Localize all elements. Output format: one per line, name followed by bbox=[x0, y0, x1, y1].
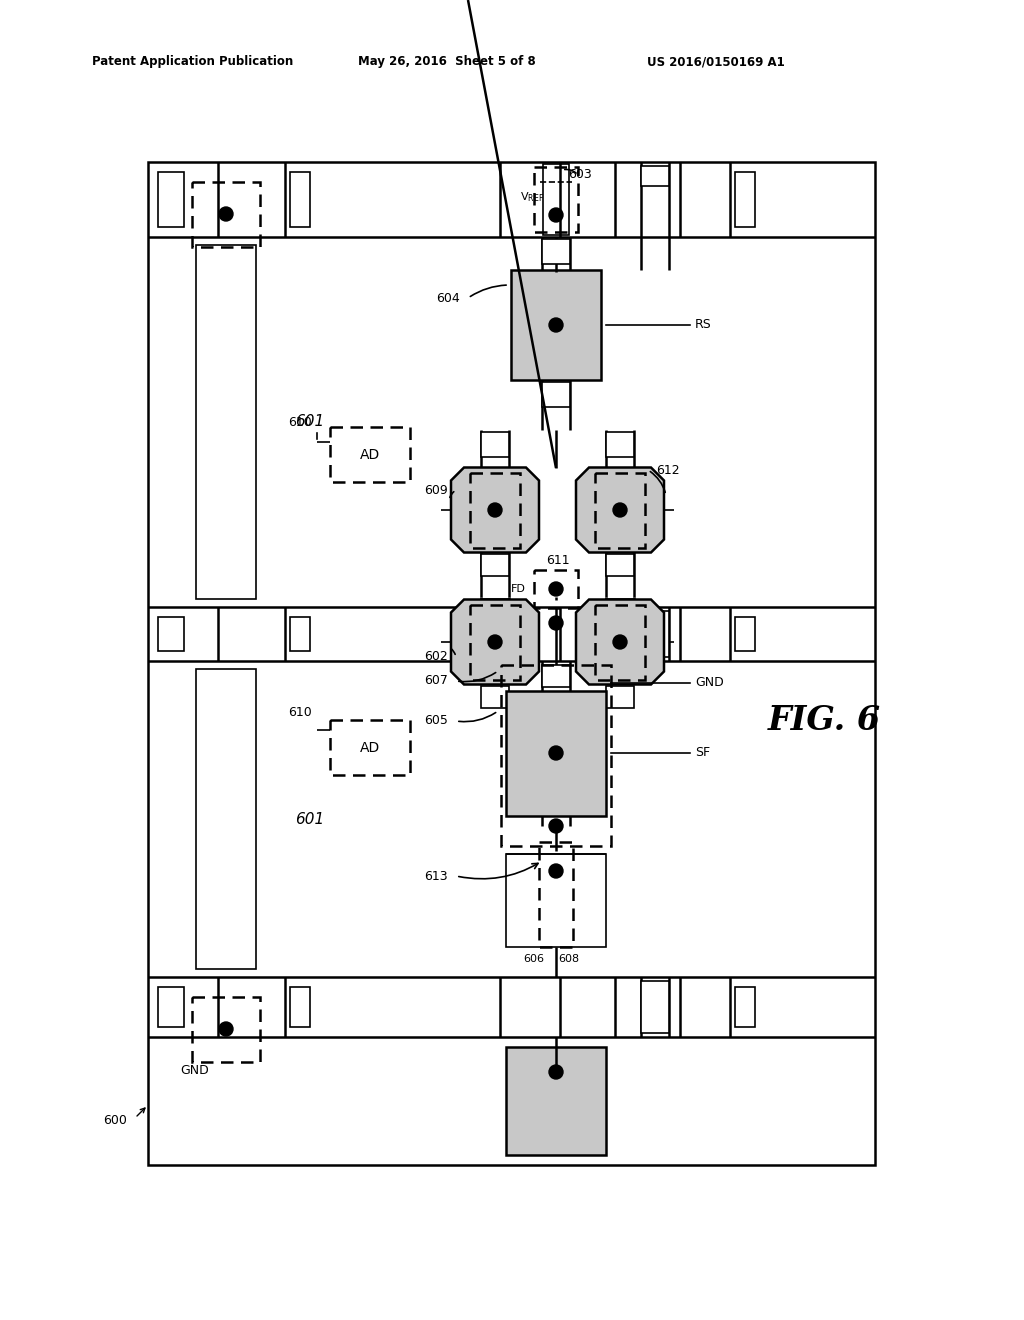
Text: 608: 608 bbox=[558, 954, 580, 964]
Bar bbox=[290, 987, 310, 1027]
Bar bbox=[196, 669, 256, 969]
Bar bbox=[641, 981, 669, 1034]
Bar bbox=[534, 168, 578, 232]
Bar bbox=[606, 599, 634, 620]
Bar bbox=[606, 554, 634, 576]
Bar bbox=[534, 570, 578, 609]
Text: AD: AD bbox=[359, 741, 380, 755]
Bar bbox=[606, 432, 634, 457]
Text: FD: FD bbox=[511, 583, 526, 594]
Text: 602: 602 bbox=[424, 651, 449, 664]
Text: $\mathregular{V_{REF}}$: $\mathregular{V_{REF}}$ bbox=[520, 190, 544, 203]
Bar bbox=[735, 616, 755, 651]
Text: 606: 606 bbox=[523, 954, 544, 964]
Bar bbox=[735, 172, 755, 227]
Circle shape bbox=[219, 1022, 233, 1036]
Text: 605: 605 bbox=[424, 714, 449, 727]
Circle shape bbox=[549, 209, 563, 222]
Bar bbox=[542, 665, 570, 686]
Circle shape bbox=[549, 746, 563, 760]
Bar bbox=[606, 686, 634, 708]
Bar bbox=[539, 842, 573, 946]
Text: 607: 607 bbox=[424, 675, 449, 688]
Text: 601: 601 bbox=[295, 414, 325, 429]
Circle shape bbox=[549, 582, 563, 597]
Text: May 26, 2016  Sheet 5 of 8: May 26, 2016 Sheet 5 of 8 bbox=[358, 55, 536, 69]
Bar bbox=[330, 426, 410, 482]
Text: GND: GND bbox=[695, 676, 724, 689]
Bar bbox=[193, 182, 260, 247]
Text: GND: GND bbox=[180, 1064, 209, 1077]
Text: AD: AD bbox=[359, 447, 380, 462]
Text: 600: 600 bbox=[103, 1114, 127, 1126]
Bar bbox=[735, 987, 755, 1027]
Bar bbox=[543, 164, 569, 235]
Text: 609: 609 bbox=[424, 483, 449, 496]
Polygon shape bbox=[451, 467, 539, 553]
Bar bbox=[470, 473, 520, 548]
Bar bbox=[595, 605, 645, 680]
Circle shape bbox=[549, 818, 563, 833]
Bar bbox=[158, 987, 184, 1027]
Circle shape bbox=[219, 207, 233, 220]
Text: 613: 613 bbox=[424, 870, 449, 883]
Polygon shape bbox=[575, 467, 664, 553]
Text: RS: RS bbox=[695, 318, 712, 331]
Bar bbox=[470, 605, 520, 680]
Text: 610: 610 bbox=[288, 705, 312, 718]
Bar bbox=[542, 239, 570, 264]
Bar bbox=[506, 690, 606, 816]
Bar bbox=[542, 381, 570, 407]
Bar bbox=[501, 665, 611, 846]
Circle shape bbox=[488, 503, 502, 517]
Circle shape bbox=[549, 865, 563, 878]
Bar bbox=[193, 997, 260, 1063]
Polygon shape bbox=[575, 599, 664, 685]
Bar bbox=[158, 172, 184, 227]
Bar bbox=[641, 166, 669, 186]
Bar bbox=[196, 246, 256, 599]
Circle shape bbox=[613, 635, 627, 649]
Polygon shape bbox=[451, 599, 539, 685]
Text: 612: 612 bbox=[656, 463, 680, 477]
Bar bbox=[330, 719, 410, 775]
Bar bbox=[595, 473, 645, 548]
Circle shape bbox=[488, 635, 502, 649]
Bar bbox=[481, 599, 509, 620]
Text: FIG. 6: FIG. 6 bbox=[768, 704, 881, 737]
Text: Patent Application Publication: Patent Application Publication bbox=[92, 55, 293, 69]
Bar bbox=[148, 162, 874, 1166]
Bar bbox=[511, 271, 601, 380]
Bar bbox=[481, 432, 509, 457]
Bar bbox=[158, 616, 184, 651]
Bar bbox=[290, 172, 310, 227]
Bar bbox=[506, 854, 606, 946]
Bar bbox=[506, 1047, 606, 1155]
Text: US 2016/0150169 A1: US 2016/0150169 A1 bbox=[647, 55, 784, 69]
Circle shape bbox=[549, 318, 563, 333]
Text: 603: 603 bbox=[568, 168, 592, 181]
Circle shape bbox=[549, 616, 563, 630]
Bar bbox=[290, 616, 310, 651]
Text: 610: 610 bbox=[288, 416, 312, 429]
Bar bbox=[481, 554, 509, 576]
Bar bbox=[481, 686, 509, 708]
Text: 601: 601 bbox=[295, 812, 325, 826]
Bar bbox=[641, 611, 669, 657]
Circle shape bbox=[549, 1065, 563, 1078]
Text: SF: SF bbox=[695, 747, 710, 759]
Text: 604: 604 bbox=[436, 292, 460, 305]
Text: 611: 611 bbox=[546, 553, 569, 566]
Circle shape bbox=[613, 503, 627, 517]
